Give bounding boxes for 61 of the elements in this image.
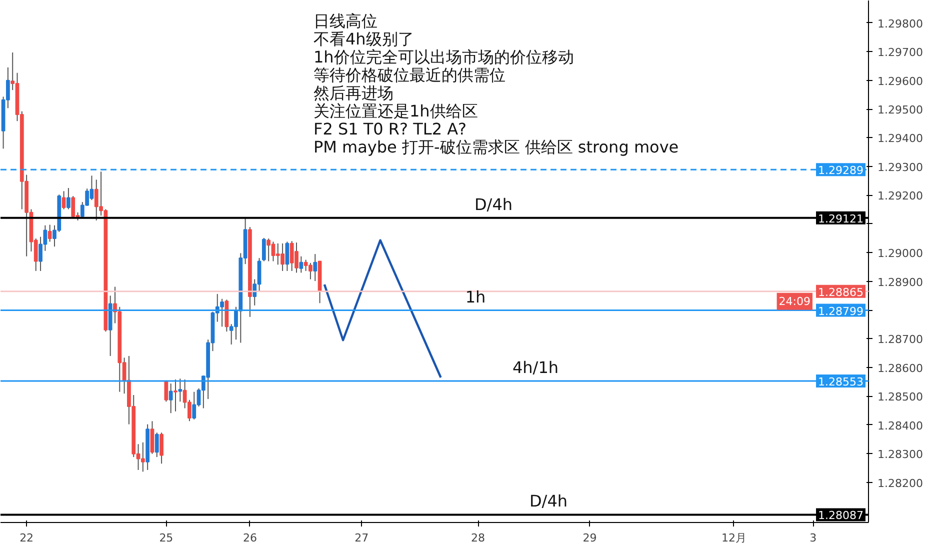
annotation: 1h价位完全可以出场市场的价位移动 [314,48,574,66]
candlestick [285,241,290,272]
annotation: D/4h [474,194,513,214]
candlestick [262,237,266,262]
annotation: 4h/1h [512,358,559,377]
ref-line-label: 1.28553 [818,375,864,388]
y-tick-label: 1.28900 [878,276,923,289]
candlestick [266,238,271,262]
ref-line-label: 1.28799 [818,304,864,318]
candlestick [168,383,173,414]
annotation: 等待价格破位最近的供需位 [314,66,506,84]
candlestick [164,380,168,402]
candlestick [71,196,76,219]
annotation: PM maybe 打开-破位需求区 供给区 strong move [314,138,679,156]
x-tick-label: 28 [471,532,486,544]
annotation: D/4h [529,492,568,511]
candlestick [154,432,159,458]
candlestick [48,224,52,242]
annotation: 不看4h级别了 [314,30,414,48]
y-tick-label: 1.28600 [878,362,923,375]
annotation: 日线高位 [314,12,378,30]
annotation: F2 S1 T0 R? TL2 A? [314,120,467,138]
candlestick [66,187,70,210]
y-tick-label: 1.28300 [878,448,923,462]
y-tick-label: 1.29300 [878,160,923,174]
candlestick [150,420,154,454]
candlestick [140,442,145,472]
y-tick-label: 1.29000 [878,247,923,260]
candlestick [160,432,164,464]
candlestick [299,256,304,274]
x-tick-label: 25 [159,532,174,544]
ref-line-label: 1.29289 [818,164,864,178]
y-tick-label: 1.28700 [878,333,923,346]
candlestick [313,254,318,282]
candlestick [192,391,196,420]
x-tick-label: 27 [354,532,369,544]
line-series [323,239,442,379]
x-tick-label: 29 [582,532,597,544]
x-tick-label: 3 [810,532,817,544]
ref-line-label: 1.28087 [818,509,864,522]
y-tick-label: 1.29200 [878,190,923,203]
x-tick-label: 22 [20,532,34,544]
y-tick-label: 1.28400 [878,419,923,432]
annotation: 关注位置还是1h供给区 [314,102,478,120]
annotation: 24:09 [778,294,811,308]
x-tick-label: 12月 [721,532,746,544]
y-tick-label: 1.28500 [878,390,923,404]
y-tick-label: 1.29600 [878,74,923,88]
candlestick [62,190,66,210]
y-tick-label: 1.29400 [878,132,923,146]
y-tick-label: 1.28200 [878,476,923,490]
candlestick [174,379,178,412]
ref-line-label: 1.29121 [818,212,864,226]
ref-line-label: 1.28865 [818,286,864,299]
y-tick-label: 1.29800 [878,17,923,30]
annotation: 1h [465,287,486,306]
y-tick-label: 1.29700 [878,46,923,60]
annotation: 然后再进场 [314,84,394,102]
y-tick-label: 1.29500 [878,104,923,117]
candlestick [178,378,182,402]
x-tick-label: 26 [242,532,257,544]
